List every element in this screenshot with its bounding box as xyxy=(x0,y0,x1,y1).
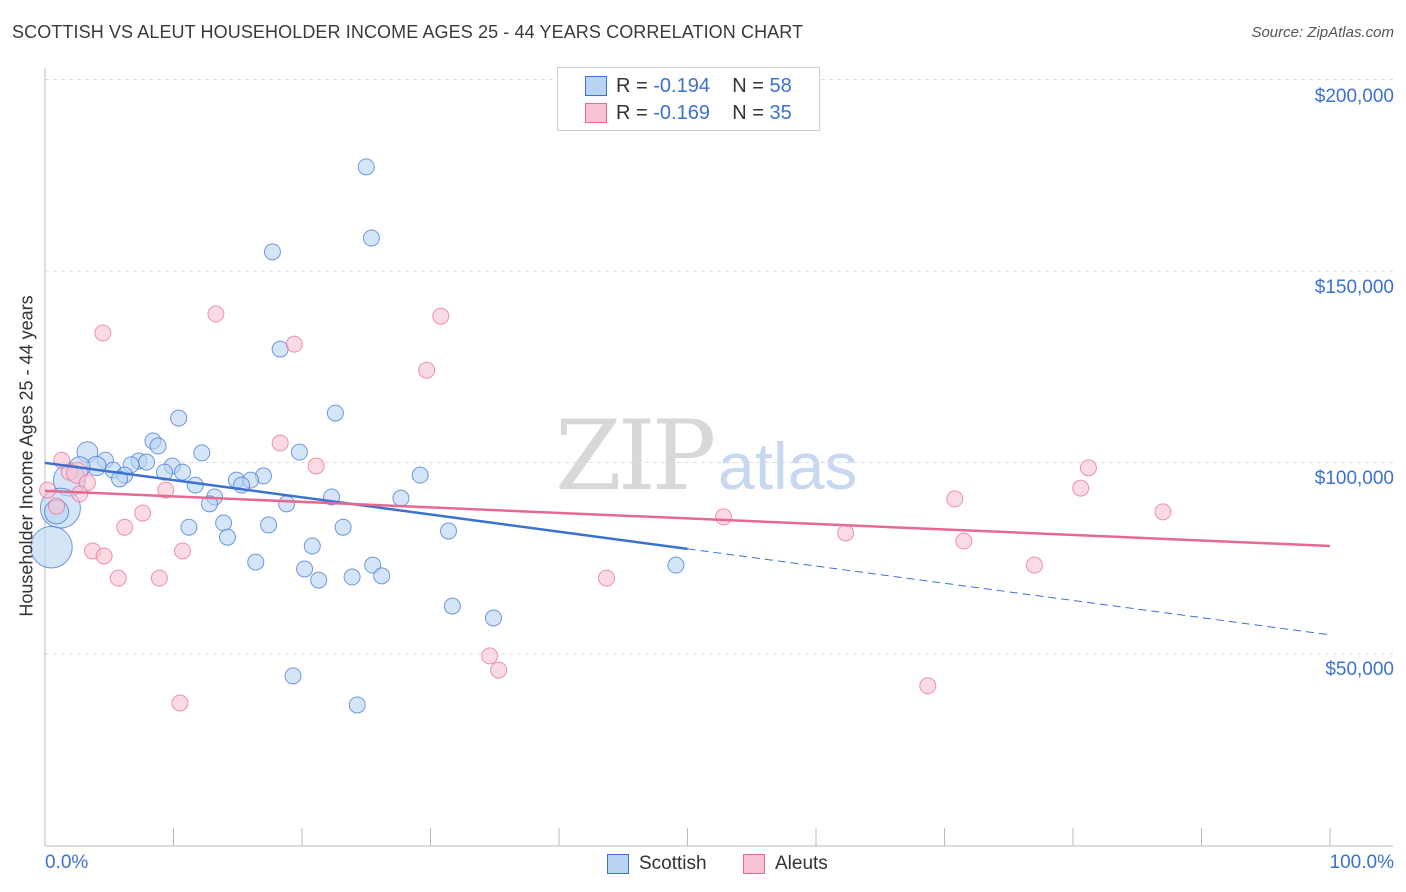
data-point-aleuts xyxy=(95,547,113,565)
data-point-aleuts xyxy=(48,497,66,515)
data-point-scottish xyxy=(334,518,352,536)
source-label: Source: ZipAtlas.com xyxy=(1251,24,1394,41)
data-point-aleuts xyxy=(1079,459,1097,477)
data-point-scottish xyxy=(343,568,361,586)
data-point-scottish xyxy=(326,404,344,422)
data-point-scottish xyxy=(348,696,366,714)
data-point-aleuts xyxy=(946,490,964,508)
legend-label: Scottish xyxy=(639,853,707,874)
data-point-scottish xyxy=(215,514,233,532)
data-point-aleuts xyxy=(271,434,289,452)
data-point-scottish xyxy=(310,571,328,589)
data-point-scottish xyxy=(443,597,461,615)
n-value: 58 xyxy=(769,75,792,97)
data-point-aleuts xyxy=(1154,503,1172,521)
legend-swatch-scottish xyxy=(585,76,607,96)
data-point-scottish xyxy=(263,243,281,261)
data-point-scottish xyxy=(138,453,156,471)
data-point-scottish xyxy=(362,229,380,247)
data-point-aleuts xyxy=(171,694,189,712)
legend-row-aleuts: R = -0.169 N = 35 xyxy=(616,102,792,125)
bottom-legend-aleuts: Aleuts xyxy=(743,853,828,875)
data-point-scottish xyxy=(111,470,129,488)
r-label: R = xyxy=(616,75,654,97)
data-point-aleuts xyxy=(1025,556,1043,574)
legend-label: Aleuts xyxy=(775,853,828,874)
y-tick-label: $200,000 xyxy=(1314,86,1394,107)
data-point-aleuts xyxy=(134,504,152,522)
data-point-aleuts xyxy=(919,677,937,695)
data-point-scottish xyxy=(173,463,191,481)
legend-row-scottish: R = -0.194 N = 58 xyxy=(616,75,792,98)
chart-title: SCOTTISH VS ALEUT HOUSEHOLDER INCOME AGE… xyxy=(12,22,804,42)
data-point-scottish xyxy=(218,528,236,546)
watermark-atlas: atlas xyxy=(718,429,858,503)
legend: R = -0.194 N = 58 R = -0.169 N = 35 xyxy=(557,67,820,131)
data-point-aleuts xyxy=(307,457,325,475)
data-point-aleuts xyxy=(598,569,616,587)
trend-line-aleuts xyxy=(44,489,1331,548)
data-point-aleuts xyxy=(157,481,175,499)
y-axis-label: Householder Income Ages 25 - 44 years xyxy=(16,295,37,617)
data-point-scottish xyxy=(170,409,188,427)
data-point-scottish xyxy=(260,516,278,534)
data-point-scottish xyxy=(296,560,314,578)
data-point-aleuts xyxy=(94,324,112,342)
n-value: 35 xyxy=(769,102,792,124)
data-point-scottish xyxy=(193,444,211,462)
data-point-aleuts xyxy=(116,518,134,536)
data-point-aleuts xyxy=(432,307,450,325)
data-point-scottish xyxy=(271,340,289,358)
data-point-aleuts xyxy=(481,647,499,665)
data-point-scottish xyxy=(30,525,73,569)
trend-line-dashed-scottish xyxy=(687,548,1331,636)
data-point-scottish xyxy=(439,522,457,540)
data-point-aleuts xyxy=(490,661,508,679)
data-point-scottish xyxy=(284,667,302,685)
data-point-scottish xyxy=(667,556,685,574)
y-tick-label: $100,000 xyxy=(1314,468,1394,489)
data-point-scottish xyxy=(392,489,410,507)
bottom-legend-scottish: Scottish xyxy=(607,853,707,875)
data-point-aleuts xyxy=(109,569,127,587)
r-label: R = xyxy=(616,102,654,124)
data-point-aleuts xyxy=(1072,479,1090,497)
data-point-aleuts xyxy=(150,569,168,587)
data-point-aleuts xyxy=(207,305,225,323)
legend-swatch-aleuts xyxy=(585,103,607,123)
data-point-scottish xyxy=(484,609,502,627)
data-point-scottish xyxy=(247,553,265,571)
data-point-scottish xyxy=(278,495,296,513)
data-point-aleuts xyxy=(955,532,973,550)
y-tick-label: $50,000 xyxy=(1325,659,1394,680)
data-point-scottish xyxy=(357,158,375,176)
x-tick-label: 0.0% xyxy=(45,852,89,873)
x-tick-label: 100.0% xyxy=(1329,852,1394,873)
data-point-aleuts xyxy=(71,485,89,503)
n-label: N = xyxy=(732,75,770,97)
legend-swatch-scottish xyxy=(607,854,629,874)
watermark-zip: ZIP xyxy=(555,400,716,512)
r-value: -0.169 xyxy=(653,102,710,124)
r-value: -0.194 xyxy=(653,75,710,97)
n-label: N = xyxy=(732,102,770,124)
data-point-aleuts xyxy=(837,524,855,542)
data-point-aleuts xyxy=(418,361,436,379)
data-point-aleuts xyxy=(714,508,732,526)
data-point-scottish xyxy=(180,518,198,536)
data-point-scottish xyxy=(373,567,391,585)
legend-swatch-aleuts xyxy=(743,854,765,874)
data-point-scottish xyxy=(200,495,218,513)
data-point-scottish xyxy=(290,443,308,461)
data-point-aleuts xyxy=(285,335,303,353)
data-point-scottish xyxy=(186,476,204,494)
data-point-scottish xyxy=(411,466,429,484)
data-point-scottish xyxy=(149,437,167,455)
data-point-aleuts xyxy=(173,542,191,560)
y-tick-label: $150,000 xyxy=(1314,277,1394,298)
data-point-scottish xyxy=(303,537,321,555)
